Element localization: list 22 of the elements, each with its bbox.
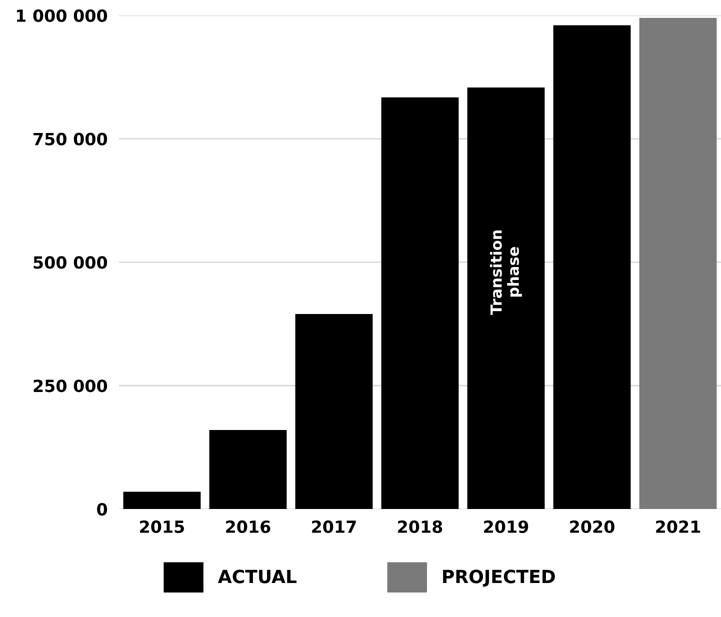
y-tick-label: 750 000	[34, 132, 108, 146]
bar	[123, 492, 201, 510]
legend-label: ACTUAL	[218, 570, 296, 584]
bar	[381, 97, 459, 510]
x-tick-label: 2017	[312, 520, 356, 534]
bar	[639, 18, 717, 510]
legend-label: PROJECTED	[443, 570, 555, 587]
bar	[467, 87, 545, 510]
y-tick-label: 0	[97, 502, 108, 516]
x-tick-label: 2018	[398, 520, 442, 534]
bar	[209, 430, 287, 510]
x-tick-label: 2015	[140, 520, 184, 534]
annotation: Transition phase	[490, 230, 522, 315]
y-tick-label: 250 000	[34, 380, 108, 392]
bar	[553, 25, 631, 510]
y-tick-label: 500 000	[34, 256, 108, 269]
y-tick-label: 1 000 000	[16, 9, 108, 22]
x-tick-label: 2019	[484, 520, 528, 534]
x-tick-label: 2016	[226, 520, 270, 534]
bar	[295, 314, 373, 510]
x-tick-label: 2021	[656, 520, 700, 534]
x-tick-label: 2020	[570, 520, 614, 534]
